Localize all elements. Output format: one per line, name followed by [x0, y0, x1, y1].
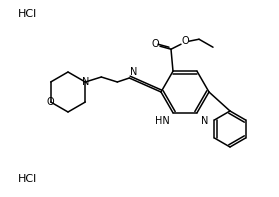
Text: HN: HN: [155, 116, 170, 126]
Text: N: N: [82, 77, 89, 87]
Text: N: N: [201, 116, 208, 126]
Text: HCl: HCl: [18, 9, 37, 19]
Text: O: O: [47, 97, 54, 107]
Text: N: N: [130, 67, 138, 77]
Text: O: O: [151, 39, 159, 49]
Text: HCl: HCl: [18, 174, 37, 184]
Text: O: O: [181, 36, 189, 46]
